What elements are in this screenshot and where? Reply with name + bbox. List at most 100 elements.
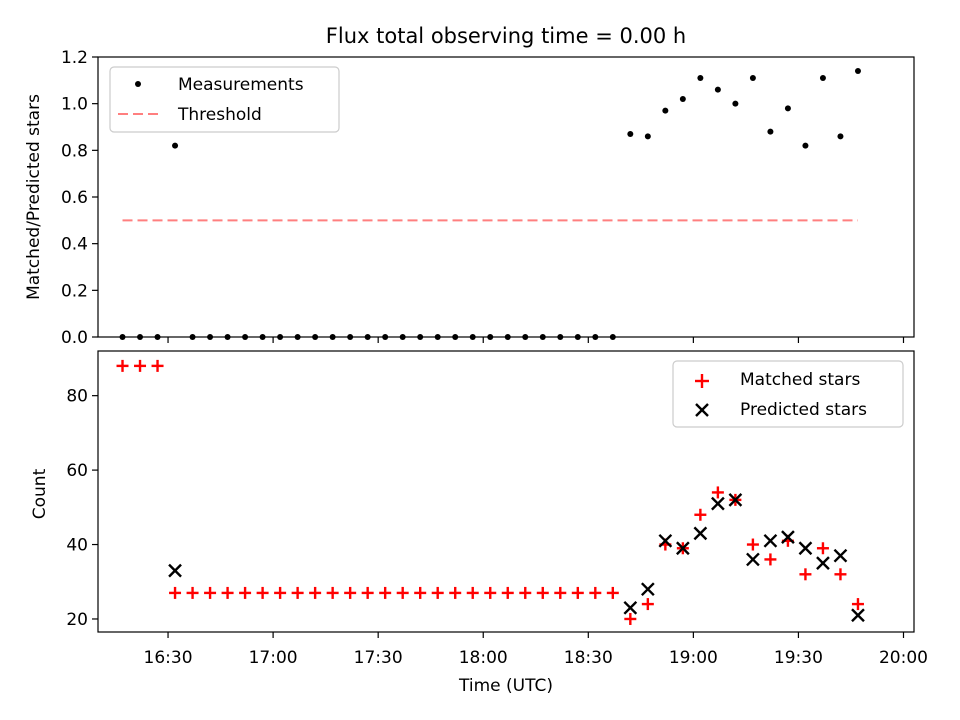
measurement-point	[697, 75, 704, 81]
matched-star-point	[746, 538, 759, 551]
measurement-point	[837, 133, 844, 140]
measurement-point	[662, 107, 669, 114]
measurement-point	[644, 133, 651, 140]
matched-star-point	[764, 553, 777, 566]
predicted-star-point	[851, 608, 865, 623]
time-x-tick-label: 20:00	[879, 648, 928, 668]
measurement-point	[679, 96, 686, 102]
matched-star-point	[186, 586, 199, 599]
matched-star-point	[291, 586, 304, 599]
matched-star-point	[606, 586, 619, 599]
predicted-star-point	[728, 493, 743, 507]
legend-measurements-label: Measurements	[178, 75, 304, 95]
time-x-axis-label: Time (UTC)	[458, 676, 553, 696]
predicted-star-point	[833, 548, 848, 563]
predicted-star-point	[658, 533, 673, 548]
predicted-star-point	[168, 563, 182, 578]
count-y-tick-label: 20	[66, 610, 88, 630]
count-y-tick-label: 40	[66, 536, 88, 556]
time-x-tick-label: 16:30	[144, 648, 193, 668]
measurement-point	[784, 105, 791, 112]
matched-star-point	[834, 568, 847, 581]
matched-star-point	[431, 586, 444, 599]
measurement-point	[749, 75, 756, 81]
matched-star-point	[816, 542, 829, 555]
ratio-y-axis-label: Matched/Predicted stars	[24, 94, 44, 300]
predicted-star-point	[693, 526, 708, 541]
ratio-plot-frame	[97, 56, 915, 338]
legend-threshold-label: Threshold	[177, 105, 262, 125]
matched-star-point	[204, 586, 217, 599]
matched-star-point	[536, 586, 549, 599]
matched-star-point	[501, 586, 514, 599]
ratio-y-tick-label: 0.0	[61, 328, 88, 348]
ratio-x-ticks	[167, 337, 905, 343]
matched-star-point	[134, 359, 147, 372]
ratio-y-tick-label: 1.2	[61, 48, 88, 68]
ratio-panel: 0.0 0.2 0.4 0.6 0.8 1.0 1.2 Matched/Predicted …	[24, 48, 915, 348]
legend-predicted-marker	[695, 403, 709, 417]
matched-star-point	[484, 586, 497, 599]
measurement-point	[802, 142, 809, 149]
predicted-star-point	[640, 582, 655, 597]
matched-star-point	[694, 508, 707, 521]
matched-star-point	[414, 586, 427, 599]
matched-star-point	[641, 598, 654, 611]
predicted-star-point	[763, 533, 778, 548]
matched-star-point	[151, 359, 164, 372]
measurement-point	[819, 75, 826, 81]
time-x-tick-label: 17:30	[354, 648, 403, 668]
time-x-tick-label: 18:30	[564, 648, 613, 668]
predicted-star-point	[676, 541, 690, 556]
count-y-tick-label: 80	[66, 387, 88, 407]
chart-title: Flux total observing time = 0.00 h	[326, 24, 686, 48]
ratio-y-tick-label: 0.6	[61, 188, 88, 208]
measurement-point	[627, 131, 634, 137]
matched-star-point	[554, 586, 567, 599]
matched-star-point	[309, 586, 322, 599]
matched-star-point	[344, 586, 357, 599]
measurement-point	[854, 68, 861, 74]
measurement-point	[732, 100, 739, 107]
measurement-point	[767, 128, 774, 135]
matched-star-point	[379, 586, 392, 599]
time-x-tick-label: 19:00	[669, 648, 718, 668]
ratio-y-axis: 0.0 0.2 0.4 0.6 0.8 1.0 1.2	[61, 48, 98, 348]
predicted-star-point	[798, 541, 813, 556]
matched-star-point	[274, 586, 287, 599]
legend-measurements-marker	[135, 81, 141, 87]
matched-star-point	[169, 586, 182, 599]
count-y-axis-label: Count	[30, 468, 50, 519]
count-panel: 20 40 60 80 Count 16:30 17:00 17:30 18:00 18:30…	[30, 350, 928, 696]
matched-star-point	[519, 586, 532, 599]
ratio-legend: Measurements Threshold	[109, 66, 340, 133]
matched-star-point	[396, 586, 409, 599]
count-legend: Matched stars Predicted stars	[672, 360, 904, 428]
time-x-tick-label: 18:00	[459, 648, 508, 668]
legend-predicted-label: Predicted stars	[740, 400, 867, 420]
matched-star-point	[116, 359, 129, 372]
matched-star-point	[571, 586, 584, 599]
legend-matched-label: Matched stars	[740, 370, 860, 390]
predicted-star-point	[781, 530, 795, 544]
matched-star-point	[221, 586, 234, 599]
measurement-points	[119, 68, 861, 340]
matched-star-point	[449, 586, 462, 599]
time-x-tick-label: 17:00	[249, 648, 298, 668]
legend-matched-marker	[695, 374, 709, 388]
matched-star-point	[256, 586, 269, 599]
count-y-tick-label: 60	[66, 461, 88, 481]
ratio-y-tick-label: 0.4	[61, 235, 88, 255]
measurement-point	[172, 142, 179, 149]
count-y-axis: 20 40 60 80	[66, 387, 98, 630]
ratio-y-tick-label: 0.8	[61, 141, 88, 161]
count-plot-frame	[97, 350, 915, 633]
time-x-axis: 16:30 17:00 17:30 18:00 18:30 19:00 19:30 20:00	[144, 632, 928, 668]
matched-star-point	[589, 586, 602, 599]
measurement-point	[714, 86, 721, 93]
matched-star-point	[711, 486, 724, 499]
ratio-y-tick-label: 1.0	[61, 95, 88, 115]
predicted-star-point	[746, 552, 760, 567]
matched-star-point	[799, 568, 812, 581]
